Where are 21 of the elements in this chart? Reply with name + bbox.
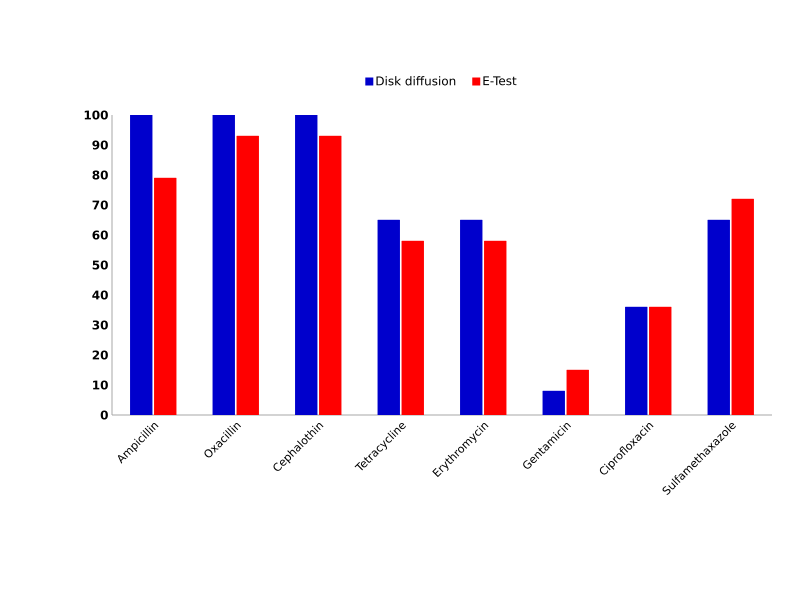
y-tick-label: 60 <box>92 230 108 240</box>
y-tick-label: 100 <box>84 110 108 120</box>
bar <box>378 220 400 415</box>
y-tick-label: 40 <box>92 290 108 300</box>
bar <box>212 114 235 415</box>
bar <box>295 114 318 415</box>
y-tick-label: 50 <box>92 260 108 270</box>
bar <box>460 220 482 415</box>
bar <box>542 390 565 415</box>
y-tick-label: 10 <box>93 380 108 390</box>
y-tick-label: 70 <box>92 200 108 210</box>
legend-label: Disk diffusion <box>376 76 456 86</box>
y-tick-label: 30 <box>92 320 108 330</box>
legend-label: E-Test <box>483 76 516 86</box>
bar <box>130 114 152 415</box>
y-tick-label: 20 <box>92 350 108 360</box>
y-tick-label: 80 <box>92 170 108 180</box>
y-tick-label: 90 <box>92 140 108 150</box>
bar <box>625 306 648 415</box>
y-tick-label: 0 <box>100 410 108 420</box>
bar <box>708 220 730 415</box>
